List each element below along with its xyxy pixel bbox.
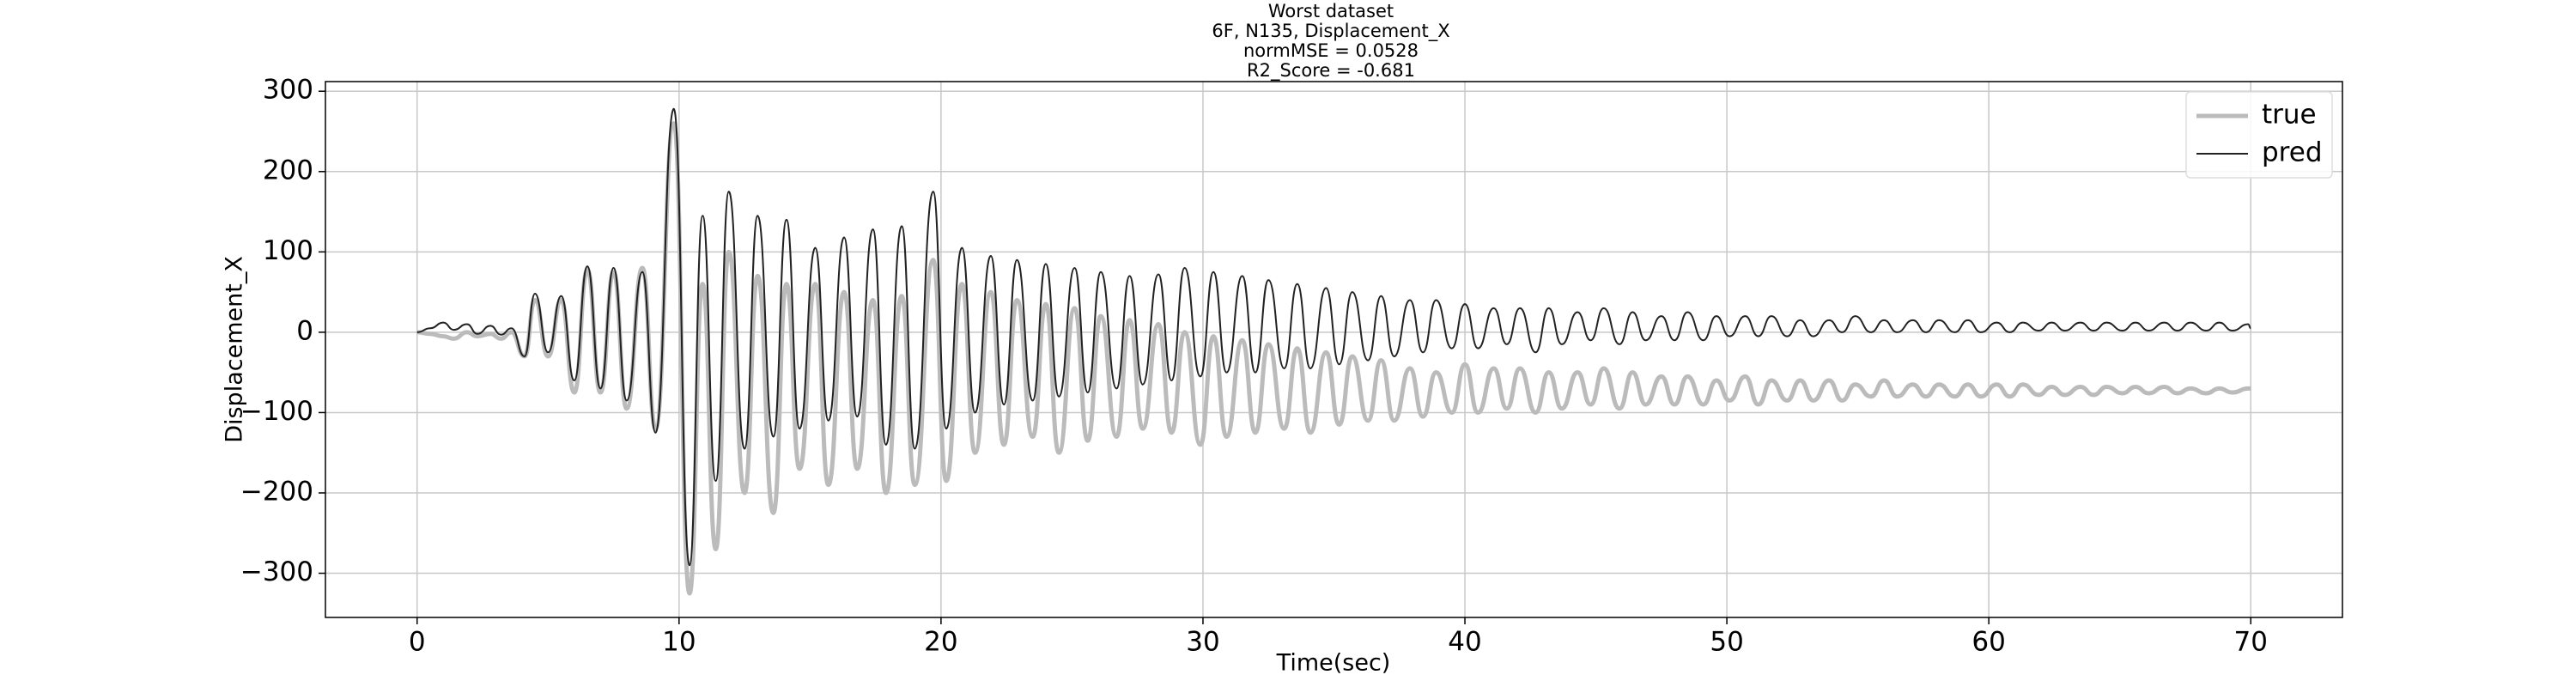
y-tick-label: −100 [240,396,313,427]
chart-title: normMSE = 0.0528 [1243,40,1419,61]
x-tick-label: 0 [409,627,426,658]
x-tick-label: 30 [1186,627,1219,658]
legend-box [2185,91,2333,179]
x-tick-label: 10 [662,627,696,658]
series-line [416,107,2251,567]
y-tick-label: −200 [240,476,313,507]
x-tick-label: 60 [1971,627,2005,658]
y-tick-label: 300 [263,75,313,106]
x-tick-label: 40 [1448,627,1481,658]
y-tick-label: 0 [296,315,313,346]
y-tick-label: −300 [240,556,313,587]
x-tick-label: 70 [2234,627,2268,658]
x-tick-label: 50 [1710,627,1743,658]
y-axis-label: Displacement_X [222,256,248,443]
plot-frame [325,81,2343,618]
legend-label: pred [2262,137,2323,168]
chart-title: 6F, N135, Displacement_X [1212,21,1449,42]
y-tick-label: 100 [263,235,313,266]
y-tick-label: 200 [263,155,313,185]
x-axis-label: Time(sec) [1276,650,1391,677]
chart-title: Worst dataset [1268,1,1394,21]
series-line [416,121,2251,596]
chart-title: R2_Score = -0.681 [1247,60,1415,82]
legend-label: true [2262,100,2317,131]
x-tick-label: 20 [924,627,957,658]
